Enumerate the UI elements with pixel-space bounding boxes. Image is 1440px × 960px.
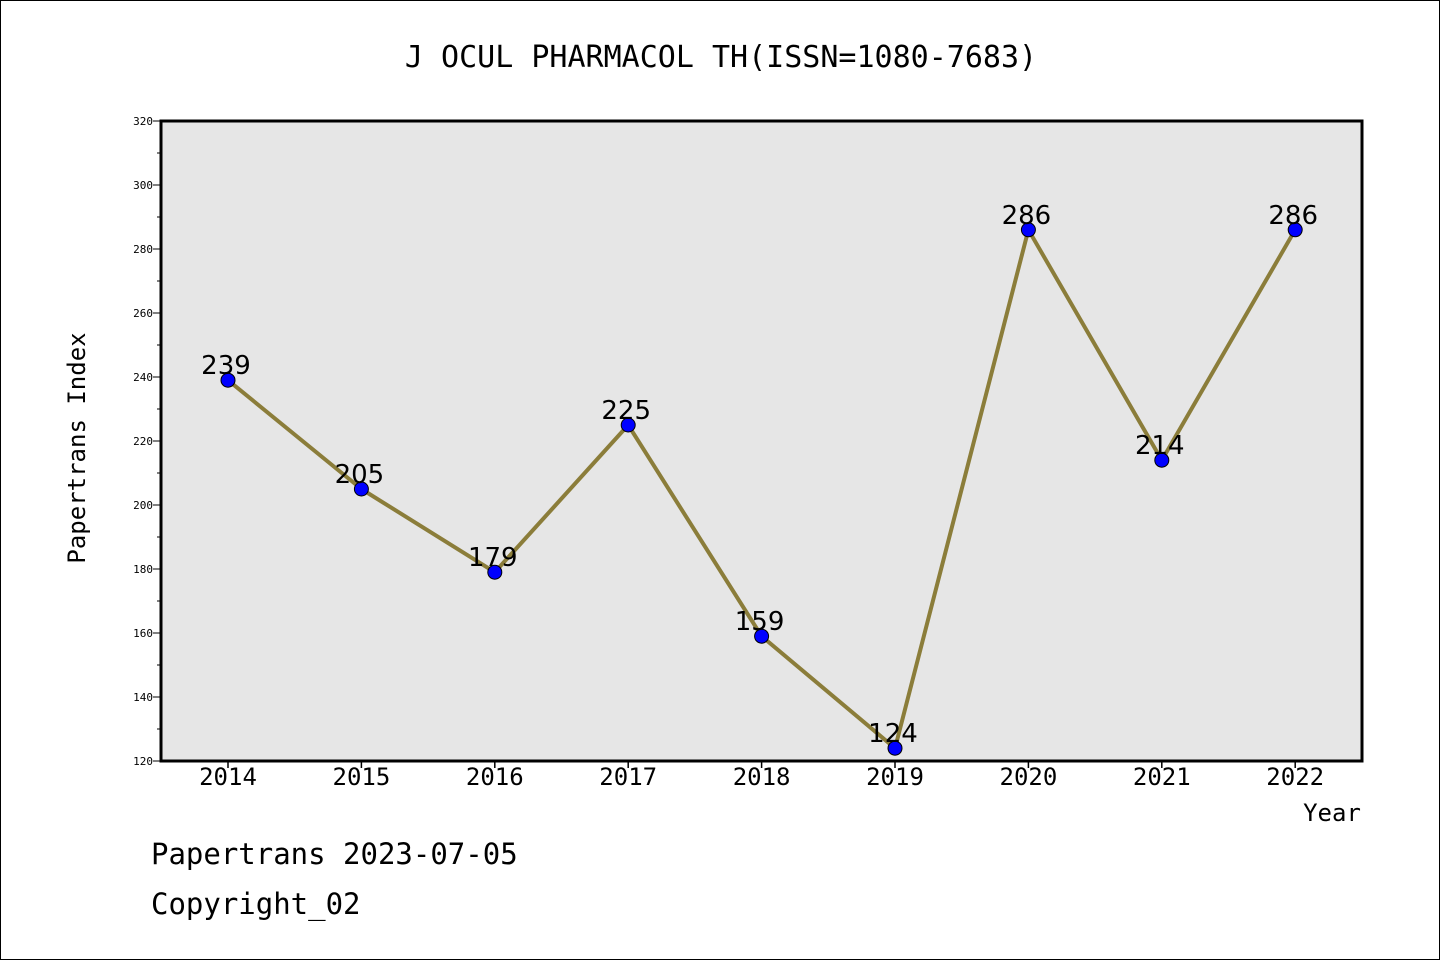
y-tick-label: 220 [133,435,153,448]
data-point [620,417,636,433]
x-tick-label: 2021 [1133,763,1191,791]
data-label: 124 [868,719,918,749]
footer-copyright: Copyright_02 [151,887,361,921]
plot-area [161,121,1362,761]
x-tick-label: 2014 [199,763,257,791]
y-tick-label: 180 [133,563,153,576]
y-tick-label: 140 [133,691,153,704]
y-tick-label: 160 [133,627,153,640]
x-tick-label: 2016 [466,763,524,791]
footer-date: Papertrans 2023-07-05 [151,837,518,871]
plot-border [159,119,1364,763]
data-point [754,628,770,644]
data-label: 159 [735,607,785,637]
data-label: 286 [1002,201,1052,231]
x-tick-label: 2022 [1266,763,1324,791]
y-tick-label: 200 [133,499,153,512]
y-tick-label: 280 [133,243,153,256]
x-tick-label: 2015 [333,763,391,791]
y-tick-label: 320 [133,115,153,128]
x-tick-label: 2018 [733,763,791,791]
x-axis-label: Year [1303,799,1361,827]
y-tick-label: 300 [133,179,153,192]
data-point [220,372,236,388]
data-label: 225 [601,396,651,426]
x-tick-label: 2017 [599,763,657,791]
data-label: 239 [201,351,251,381]
chart-title: J OCUL PHARMACOL TH(ISSN=1080-7683) [405,40,1037,75]
data-point [887,740,903,756]
data-label: 214 [1135,431,1185,461]
y-tick-label: 260 [133,307,153,320]
data-point [1020,222,1036,238]
y-tick-label: 240 [133,371,153,384]
data-label: 286 [1268,201,1318,231]
data-point [1287,222,1303,238]
data-label: 205 [335,460,385,490]
data-point [353,481,369,497]
x-tick-label: 2019 [866,763,924,791]
data-point [487,564,503,580]
y-axis-label: Papertrans Index [63,332,91,563]
y-tick-label: 120 [133,755,153,768]
x-tick-label: 2020 [1000,763,1058,791]
data-label: 179 [468,543,518,573]
data-point [1154,452,1170,468]
